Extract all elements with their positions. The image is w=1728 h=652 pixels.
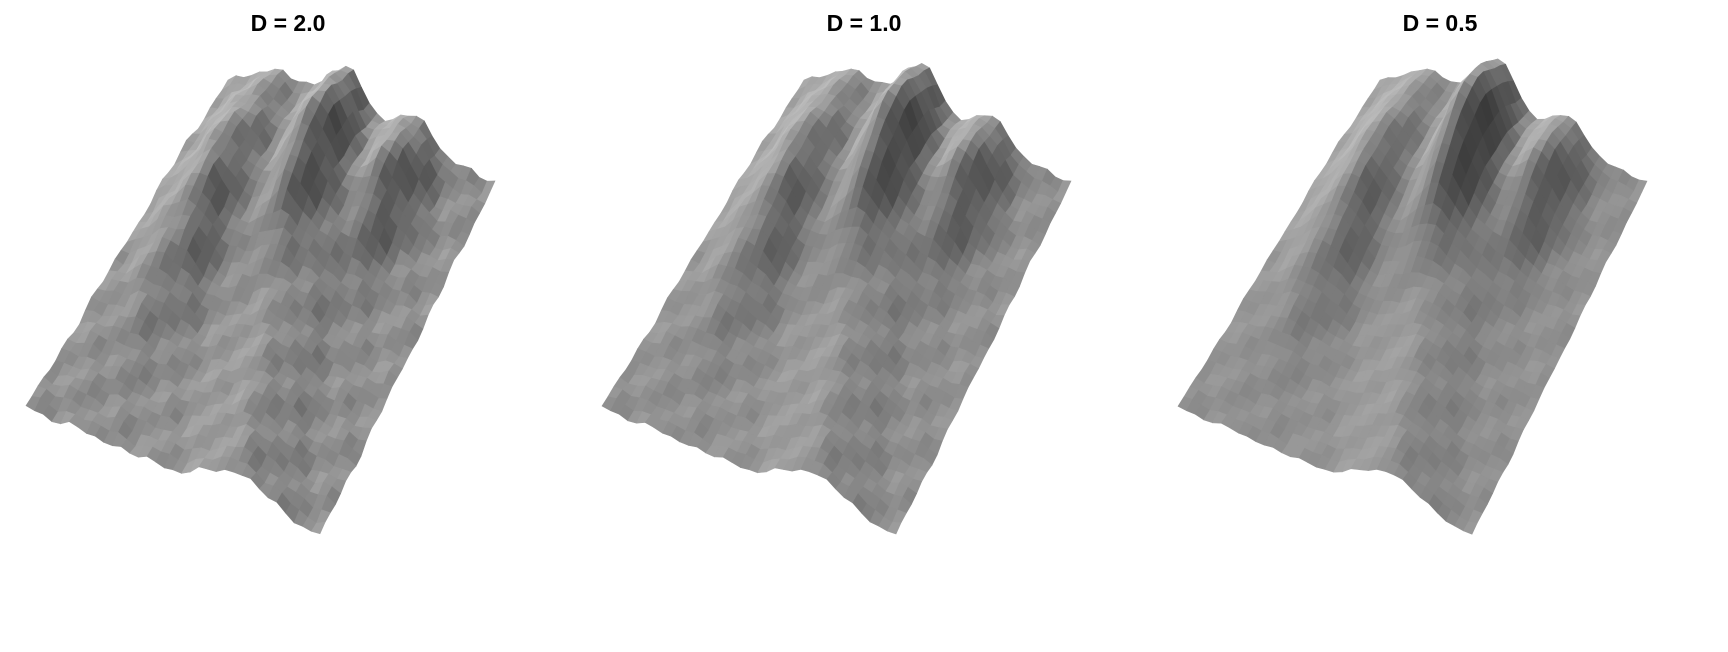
- panel-d-0-5: D = 0.5: [1152, 0, 1728, 652]
- terrain-surface-d-0-5: [1177, 58, 1648, 535]
- panel-d-1-0: D = 1.0: [576, 0, 1152, 652]
- terrain-surface-d-2-0: [25, 65, 496, 535]
- panel-title: D = 0.5: [1402, 10, 1478, 36]
- panel-d-2-0: D = 2.0: [0, 0, 576, 652]
- panel-title: D = 2.0: [250, 10, 326, 36]
- surface-facet: [886, 522, 902, 535]
- terrain-surface-d-1-0: [601, 63, 1072, 535]
- surface-facet: [1462, 521, 1478, 535]
- surface-facet: [310, 521, 326, 535]
- panel-title: D = 1.0: [826, 10, 902, 36]
